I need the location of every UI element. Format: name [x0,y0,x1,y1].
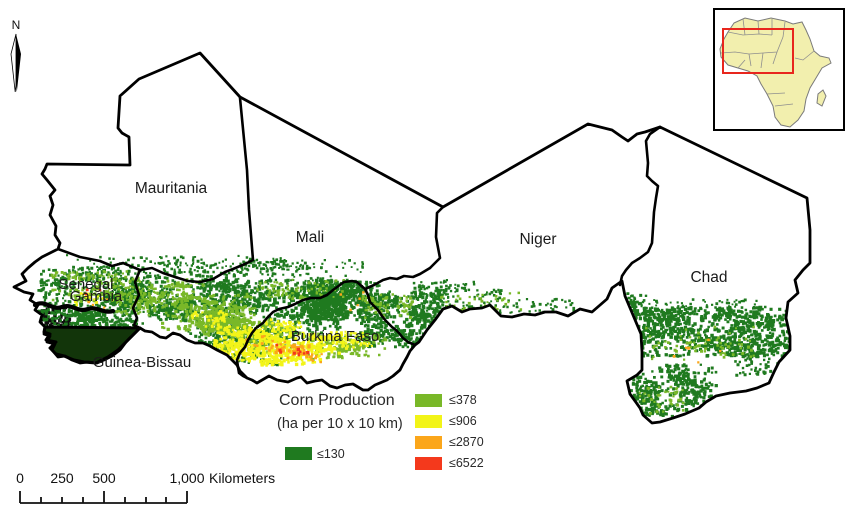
country-label-guinea-bissau: Guinea-Bissau [93,354,191,371]
africa-internal-borders [720,18,815,107]
legend-swatch-6522 [415,457,442,470]
border-mali-niger [428,205,445,270]
border-gambia [32,301,116,314]
internal-borders [32,96,662,380]
legend-label-130: ≤130 [317,447,345,461]
legend-label-6522: ≤6522 [449,456,484,470]
north-arrow-left-blade [10,33,17,93]
africa-inset-svg [719,17,832,128]
country-label-mali: Mali [296,229,324,246]
madagascar [816,89,827,107]
scale-tick-0: 0 [16,470,24,486]
africa-inset-map [713,8,845,131]
border-mali-burkina [235,266,432,380]
country-label-burkina-faso: Burkina Faso [291,328,379,345]
legend-label-2870: ≤2870 [449,435,484,449]
legend-swatch-130 [285,447,312,460]
scale-tick-1000: 1,000 [169,470,204,486]
legend-title: Corn Production [279,392,395,409]
border-burkina-niger [363,287,417,347]
legend-swatch-2870 [415,436,442,449]
north-arrow-label: N [12,18,21,32]
legend-label-906: ≤906 [449,414,477,428]
country-label-chad: Chad [690,269,727,286]
scale-bar-ticks [19,491,188,504]
country-label-gambia: Gambia [70,288,123,305]
border-senegal-mali [131,268,142,330]
scale-bar: 0 250 500 1,000 Kilometers [16,470,275,504]
border-mauritania-mali [198,96,255,284]
country-label-niger: Niger [519,231,556,248]
dots-class-1 [50,270,755,415]
legend-swatch-378 [415,394,442,407]
north-arrow: N [10,18,21,93]
legend-label-378: ≤378 [449,393,477,407]
country-label-mauritania: Mauritania [135,180,208,197]
legend-subtitle: (ha per 10 x 10 km) [277,416,403,432]
inset-extent-box [722,28,794,74]
scale-tick-250: 250 [50,470,74,486]
border-niger-chad [618,125,662,287]
scale-tick-500: 500 [92,470,116,486]
legend-swatch-906 [415,415,442,428]
north-arrow-right-blade [16,34,21,92]
scale-unit-label: Kilometers [209,470,275,486]
country-label-senegal: Senegal [58,276,113,293]
